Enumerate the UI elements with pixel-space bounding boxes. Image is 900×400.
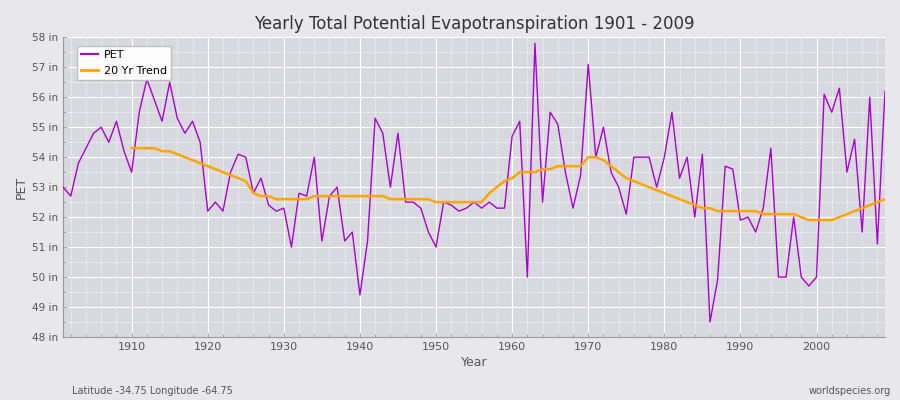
- 20 Yr Trend: [302, 197, 312, 202]
- Legend: PET, 20 Yr Trend: PET, 20 Yr Trend: [76, 46, 171, 80]
- 20 Yr Trend: [575, 164, 586, 168]
- Line: PET: PET: [63, 43, 885, 322]
- Text: worldspecies.org: worldspecies.org: [809, 386, 891, 396]
- 20 Yr Trend: [514, 170, 525, 174]
- PET: [119, 149, 130, 154]
- PET: [507, 134, 517, 139]
- PET: [286, 245, 297, 250]
- X-axis label: Year: Year: [461, 356, 488, 369]
- 20 Yr Trend: [804, 218, 814, 222]
- PET: [879, 89, 890, 94]
- Line: 20 Yr Trend: 20 Yr Trend: [131, 148, 885, 220]
- PET: [58, 185, 68, 190]
- Title: Yearly Total Potential Evapotranspiration 1901 - 2009: Yearly Total Potential Evapotranspiratio…: [254, 15, 694, 33]
- PET: [705, 320, 716, 324]
- 20 Yr Trend: [879, 197, 890, 202]
- 20 Yr Trend: [271, 197, 282, 202]
- PET: [606, 170, 616, 174]
- 20 Yr Trend: [850, 209, 860, 214]
- 20 Yr Trend: [826, 218, 837, 222]
- Y-axis label: PET: PET: [15, 176, 28, 199]
- 20 Yr Trend: [126, 146, 137, 150]
- PET: [332, 185, 343, 190]
- Text: Latitude -34.75 Longitude -64.75: Latitude -34.75 Longitude -64.75: [72, 386, 233, 396]
- PET: [529, 41, 540, 46]
- PET: [500, 206, 510, 210]
